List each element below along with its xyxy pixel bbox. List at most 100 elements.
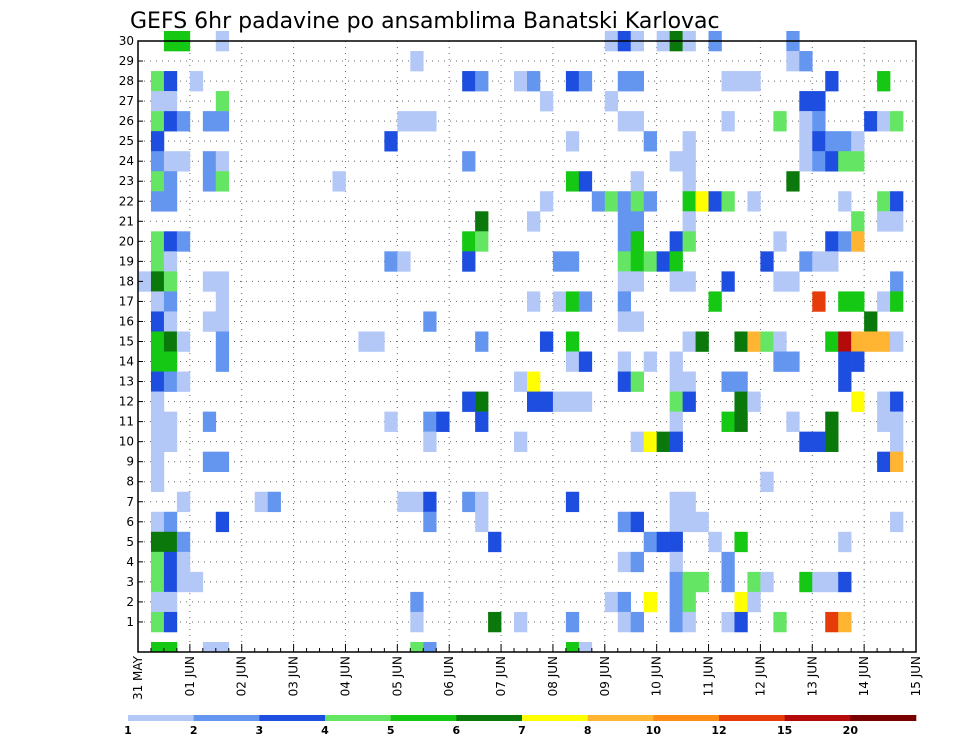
heatmap-cell: [578, 71, 593, 92]
heatmap-cell: [851, 211, 865, 232]
heatmap-cell: [812, 131, 826, 152]
heatmap-cell: [695, 511, 709, 533]
heatmap-cell: [851, 231, 865, 252]
y-tick-label: 22: [119, 194, 134, 208]
heatmap-cell: [539, 391, 554, 412]
heatmap-cell: [682, 211, 696, 232]
heatmap-cell: [643, 591, 657, 613]
heatmap-cell: [643, 131, 657, 152]
heatmap-cell: [475, 331, 489, 352]
heatmap-cell: [565, 331, 580, 352]
heatmap-cell: [475, 391, 489, 412]
heatmap-cell: [812, 431, 826, 452]
colorbar-label: 10: [646, 724, 662, 737]
heatmap-cell: [669, 351, 683, 372]
y-tick-label: 16: [119, 314, 134, 328]
heatmap-cell: [462, 71, 476, 92]
heatmap-cell: [669, 571, 683, 593]
y-tick-label: 17: [119, 294, 134, 308]
heatmap-cell: [358, 331, 372, 352]
heatmap-cell: [552, 251, 567, 272]
heatmap-cell: [462, 231, 476, 252]
heatmap-cell: [617, 291, 632, 312]
heatmap-cell: [150, 111, 165, 132]
heatmap-cell: [410, 491, 424, 513]
heatmap-cell: [539, 91, 554, 112]
heatmap-cell: [150, 351, 165, 372]
heatmap-cell: [202, 451, 217, 473]
heatmap-cell: [539, 191, 554, 212]
colorbar-segment: [850, 715, 917, 721]
heatmap-cell: [514, 431, 528, 452]
heatmap-cell: [838, 611, 852, 633]
heatmap-cell: [851, 351, 865, 372]
colorbar-label: 3: [256, 724, 264, 737]
heatmap-cell: [838, 191, 852, 212]
heatmap-cell: [630, 511, 644, 533]
y-tick-label: 15: [119, 334, 134, 348]
heatmap-cell: [163, 641, 178, 653]
heatmap-cell: [877, 411, 891, 432]
heatmap-cell: [150, 471, 165, 493]
heatmap-cell: [695, 331, 709, 352]
heatmap-cell: [721, 611, 735, 633]
heatmap-cell: [760, 251, 774, 272]
heatmap-cell: [565, 171, 580, 192]
heatmap-cell: [202, 111, 217, 132]
heatmap-cell: [890, 411, 904, 432]
heatmap-cell: [617, 511, 632, 533]
heatmap-cell: [630, 71, 644, 92]
heatmap-cell: [682, 571, 696, 593]
heatmap-cell: [682, 271, 696, 292]
heatmap-cell: [578, 641, 593, 653]
heatmap-cell: [643, 531, 657, 553]
heatmap-cell: [176, 551, 191, 573]
heatmap-cell: [539, 331, 554, 352]
heatmap-cell: [630, 431, 644, 452]
heatmap-cell: [189, 571, 204, 593]
heatmap-cell: [202, 641, 217, 653]
heatmap-cell: [163, 291, 178, 312]
heatmap-cell: [747, 591, 761, 613]
heatmap-cell: [799, 131, 813, 152]
heatmap-cell: [747, 391, 761, 412]
heatmap-cell: [410, 111, 424, 132]
heatmap-cell: [215, 641, 230, 653]
heatmap-cell: [864, 311, 878, 332]
heatmap-cell: [176, 231, 191, 252]
heatmap-cell: [786, 51, 800, 72]
heatmap-cell: [150, 271, 165, 292]
heatmap-cell: [423, 491, 437, 513]
heatmap-cell: [643, 251, 657, 272]
y-tick-label: 8: [126, 475, 134, 489]
heatmap-cell: [669, 371, 683, 392]
heatmap-cell: [514, 71, 528, 92]
colorbar-label: 20: [843, 724, 859, 737]
chart-title: GEFS 6hr padavine po ansamblima Banatski…: [130, 9, 720, 34]
y-tick-label: 1: [126, 615, 134, 629]
heatmap-cell: [669, 391, 683, 412]
colorbar: 1 2 3 4 5 6 7 8 10 12 15 20: [124, 715, 917, 737]
colorbar-label: 5: [387, 724, 395, 737]
heatmap-cell: [617, 271, 632, 292]
heatmap-cell: [150, 171, 165, 192]
heatmap-cell: [215, 291, 230, 312]
heatmap-cell: [215, 351, 230, 372]
y-tick-label: 10: [119, 435, 134, 449]
colorbar-segment: [784, 715, 851, 721]
heatmap-cell: [773, 611, 787, 633]
y-tick-label: 27: [119, 94, 134, 108]
heatmap-cell: [163, 611, 178, 633]
heatmap-cell: [150, 531, 165, 553]
colorbar-segment: [522, 715, 588, 721]
colorbar-segment: [390, 715, 457, 721]
heatmap-cell: [150, 411, 165, 432]
heatmap-cell: [163, 551, 178, 573]
colorbar-label: 1: [124, 724, 132, 737]
heatmap-cell: [721, 371, 735, 392]
heatmap-cell: [825, 251, 839, 272]
heatmap-cell: [669, 551, 683, 573]
heatmap-cell: [617, 191, 632, 212]
heatmap-cell: [163, 331, 178, 352]
heatmap-cell: [825, 151, 839, 172]
